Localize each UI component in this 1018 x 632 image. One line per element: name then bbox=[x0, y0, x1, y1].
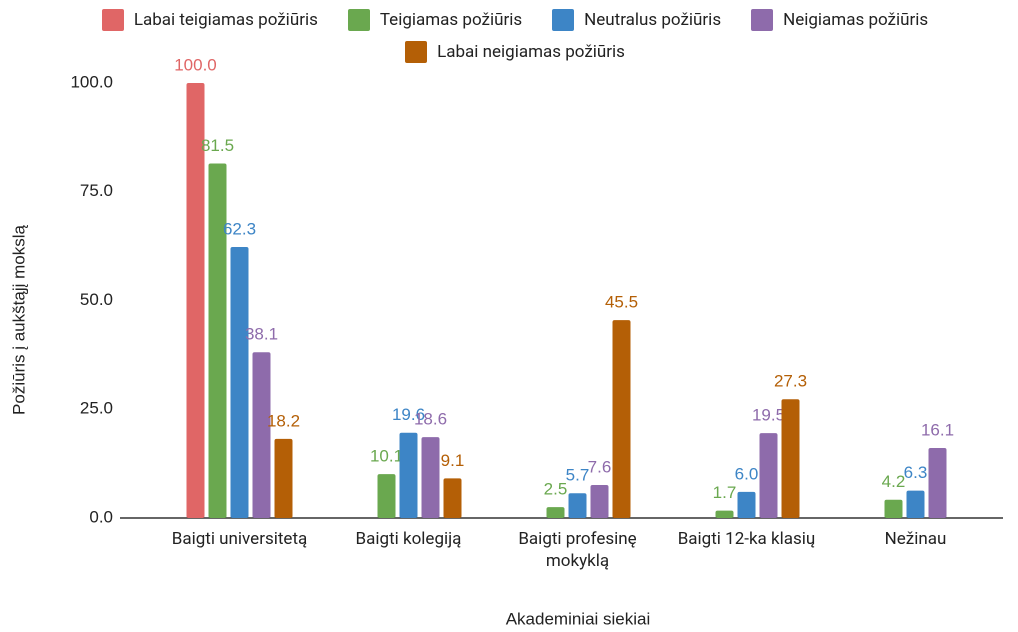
bar bbox=[421, 437, 440, 518]
data-label: 38.1 bbox=[245, 325, 278, 344]
legend-item: Neutralus požiūris bbox=[552, 8, 721, 32]
bar bbox=[884, 499, 903, 518]
data-label: 5.7 bbox=[566, 466, 590, 485]
data-label: 18.6 bbox=[414, 410, 447, 429]
bar bbox=[612, 320, 631, 518]
data-label: 2.5 bbox=[544, 480, 568, 499]
legend-label: Neutralus požiūris bbox=[584, 10, 722, 30]
data-label: 10.1 bbox=[370, 447, 403, 466]
data-label: 19.6 bbox=[392, 405, 425, 424]
bar bbox=[252, 352, 271, 518]
data-label: 7.6 bbox=[588, 457, 612, 476]
legend-label: Labai teigiamas požiūris bbox=[133, 10, 318, 30]
data-label: 45.5 bbox=[605, 293, 638, 312]
legend-label: Labai neigiamas požiūris bbox=[437, 42, 625, 62]
y-axis-title: Požiūris į aukštąjį mokslą bbox=[9, 225, 28, 415]
legend-swatch bbox=[101, 9, 124, 31]
bar bbox=[759, 433, 778, 518]
data-label: 1.7 bbox=[713, 483, 737, 502]
x-tick-label: Baigti universitetą bbox=[171, 529, 308, 549]
legend-swatch bbox=[552, 9, 575, 31]
bar bbox=[590, 484, 609, 518]
legend-label: Teigiamas požiūris bbox=[379, 10, 523, 30]
data-label: 6.3 bbox=[904, 463, 928, 482]
legend-item: Teigiamas požiūris bbox=[347, 8, 523, 32]
legend-swatch bbox=[405, 41, 428, 63]
x-axis-title: Akademiniai siekiai bbox=[506, 609, 651, 628]
bar bbox=[399, 432, 418, 518]
bar bbox=[906, 490, 925, 518]
bar bbox=[781, 399, 800, 518]
bar bbox=[208, 163, 227, 518]
x-tick-label: Baigti 12-ka klasių bbox=[677, 529, 816, 549]
bar bbox=[230, 246, 249, 518]
y-tick-label: 75.0 bbox=[80, 181, 113, 200]
x-tick-label: Baigti kolegiją bbox=[355, 529, 462, 549]
legend-swatch bbox=[347, 9, 370, 31]
data-label: 16.1 bbox=[921, 420, 954, 439]
bar bbox=[377, 474, 396, 518]
data-label: 6.0 bbox=[735, 464, 759, 483]
bar bbox=[186, 83, 205, 518]
legend-item: Labai neigiamas požiūris bbox=[405, 40, 625, 64]
data-label: 4.2 bbox=[882, 472, 906, 491]
y-tick-label: 50.0 bbox=[80, 290, 113, 309]
data-label: 27.3 bbox=[774, 372, 807, 391]
bar bbox=[568, 493, 587, 518]
data-label: 81.5 bbox=[201, 136, 234, 155]
legend-item: Neigiamas požiūris bbox=[751, 8, 928, 32]
legend-item: Labai teigiamas požiūris bbox=[101, 8, 318, 32]
bar bbox=[928, 447, 947, 518]
legend: Labai teigiamas požiūris Teigiamas požiūr… bbox=[20, 8, 1010, 64]
data-label: 19.5 bbox=[752, 406, 785, 425]
y-tick-label: 100.0 bbox=[70, 72, 113, 91]
legend-swatch bbox=[751, 9, 774, 31]
data-label: 100.0 bbox=[174, 55, 217, 74]
x-tick-label: Baigti profesinę mokyklą bbox=[518, 529, 637, 571]
data-label: 18.2 bbox=[267, 411, 300, 430]
bar bbox=[737, 491, 756, 518]
y-tick-label: 0.0 bbox=[89, 507, 113, 526]
y-tick-label: 25.0 bbox=[80, 399, 113, 418]
bar bbox=[274, 438, 293, 518]
bar bbox=[443, 478, 462, 518]
x-tick-label: Nežinau bbox=[884, 529, 947, 549]
bar bbox=[715, 510, 734, 518]
legend-label: Neigiamas požiūris bbox=[783, 10, 929, 30]
data-label: 62.3 bbox=[223, 219, 256, 238]
data-label: 9.1 bbox=[441, 451, 465, 470]
bar bbox=[546, 507, 565, 518]
